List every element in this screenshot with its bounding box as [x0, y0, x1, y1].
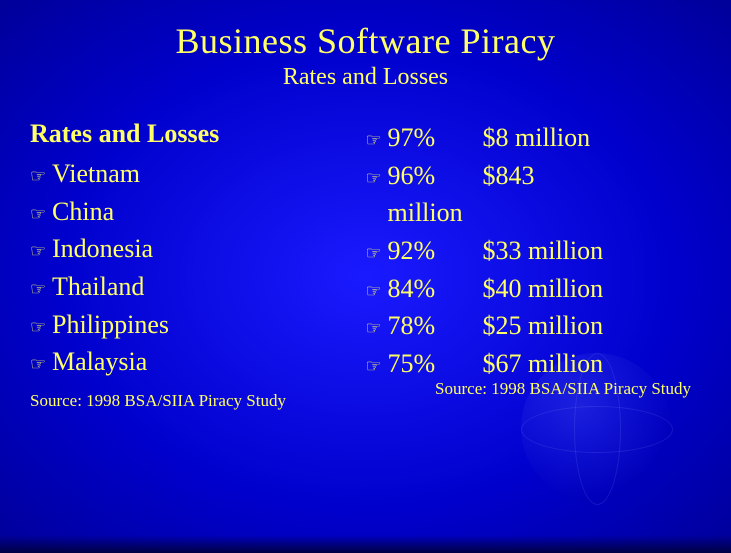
piracy-rate: 97%	[388, 119, 483, 157]
hand-bullet-icon: ☞	[366, 165, 388, 191]
piracy-loss: $67 million	[483, 345, 692, 383]
stat-row: ☞ 92% $33 million	[366, 232, 692, 270]
stat-row: ☞ 84% $40 million	[366, 270, 692, 308]
hand-bullet-icon: ☞	[366, 278, 388, 304]
country-name: Vietnam	[52, 155, 140, 193]
hand-bullet-icon: ☞	[366, 353, 388, 379]
piracy-loss-cont: million	[388, 194, 535, 232]
country-row: ☞ Malaysia	[30, 343, 356, 381]
piracy-loss: $40 million	[483, 270, 692, 308]
country-row: ☞ China	[30, 193, 356, 231]
piracy-loss: $25 million	[483, 307, 692, 345]
stat-row: ☞ 78% $25 million	[366, 307, 692, 345]
country-row: ☞ Philippines	[30, 306, 356, 344]
country-name: China	[52, 193, 114, 231]
hand-bullet-icon: ☞	[30, 163, 52, 189]
left-column: Rates and Losses ☞ Vietnam ☞ China ☞ Ind…	[30, 119, 356, 411]
hand-bullet-icon: ☞	[30, 314, 52, 340]
country-row: ☞ Indonesia	[30, 230, 356, 268]
piracy-loss: $33 million	[483, 232, 692, 270]
piracy-loss: $8 million	[483, 119, 692, 157]
piracy-rate: 96%	[388, 157, 483, 195]
country-name: Philippines	[52, 306, 169, 344]
piracy-rate: 84%	[388, 270, 483, 308]
slide-title: Business Software Piracy	[0, 0, 731, 62]
piracy-rate: 92%	[388, 232, 483, 270]
piracy-loss: $843	[483, 157, 535, 195]
country-name: Malaysia	[52, 343, 147, 381]
hand-bullet-icon: ☞	[366, 127, 388, 153]
stat-row: ☞ 96% $843 million	[366, 157, 692, 232]
country-name: Thailand	[52, 268, 144, 306]
content-area: Rates and Losses ☞ Vietnam ☞ China ☞ Ind…	[0, 91, 731, 411]
slide-subtitle: Rates and Losses	[0, 64, 731, 91]
hand-bullet-icon: ☞	[30, 351, 52, 377]
hand-bullet-icon: ☞	[30, 238, 52, 264]
hand-bullet-icon: ☞	[366, 315, 388, 341]
country-row: ☞ Thailand	[30, 268, 356, 306]
hand-bullet-icon: ☞	[366, 240, 388, 266]
piracy-rate: 78%	[388, 307, 483, 345]
piracy-rate: 75%	[388, 345, 483, 383]
source-right: Source: 1998 BSA/SIIA Piracy Study	[0, 379, 691, 399]
stat-row: ☞ 97% $8 million	[366, 119, 692, 157]
country-name: Indonesia	[52, 230, 153, 268]
right-column: ☞ 97% $8 million ☞ 96% $843 million ☞ 92…	[356, 119, 692, 411]
stat-row: ☞ 75% $67 million	[366, 345, 692, 383]
country-row: ☞ Vietnam	[30, 155, 356, 193]
bottom-bar	[0, 535, 731, 553]
hand-bullet-icon: ☞	[30, 201, 52, 227]
hand-bullet-icon: ☞	[30, 276, 52, 302]
section-header: Rates and Losses	[30, 119, 356, 149]
